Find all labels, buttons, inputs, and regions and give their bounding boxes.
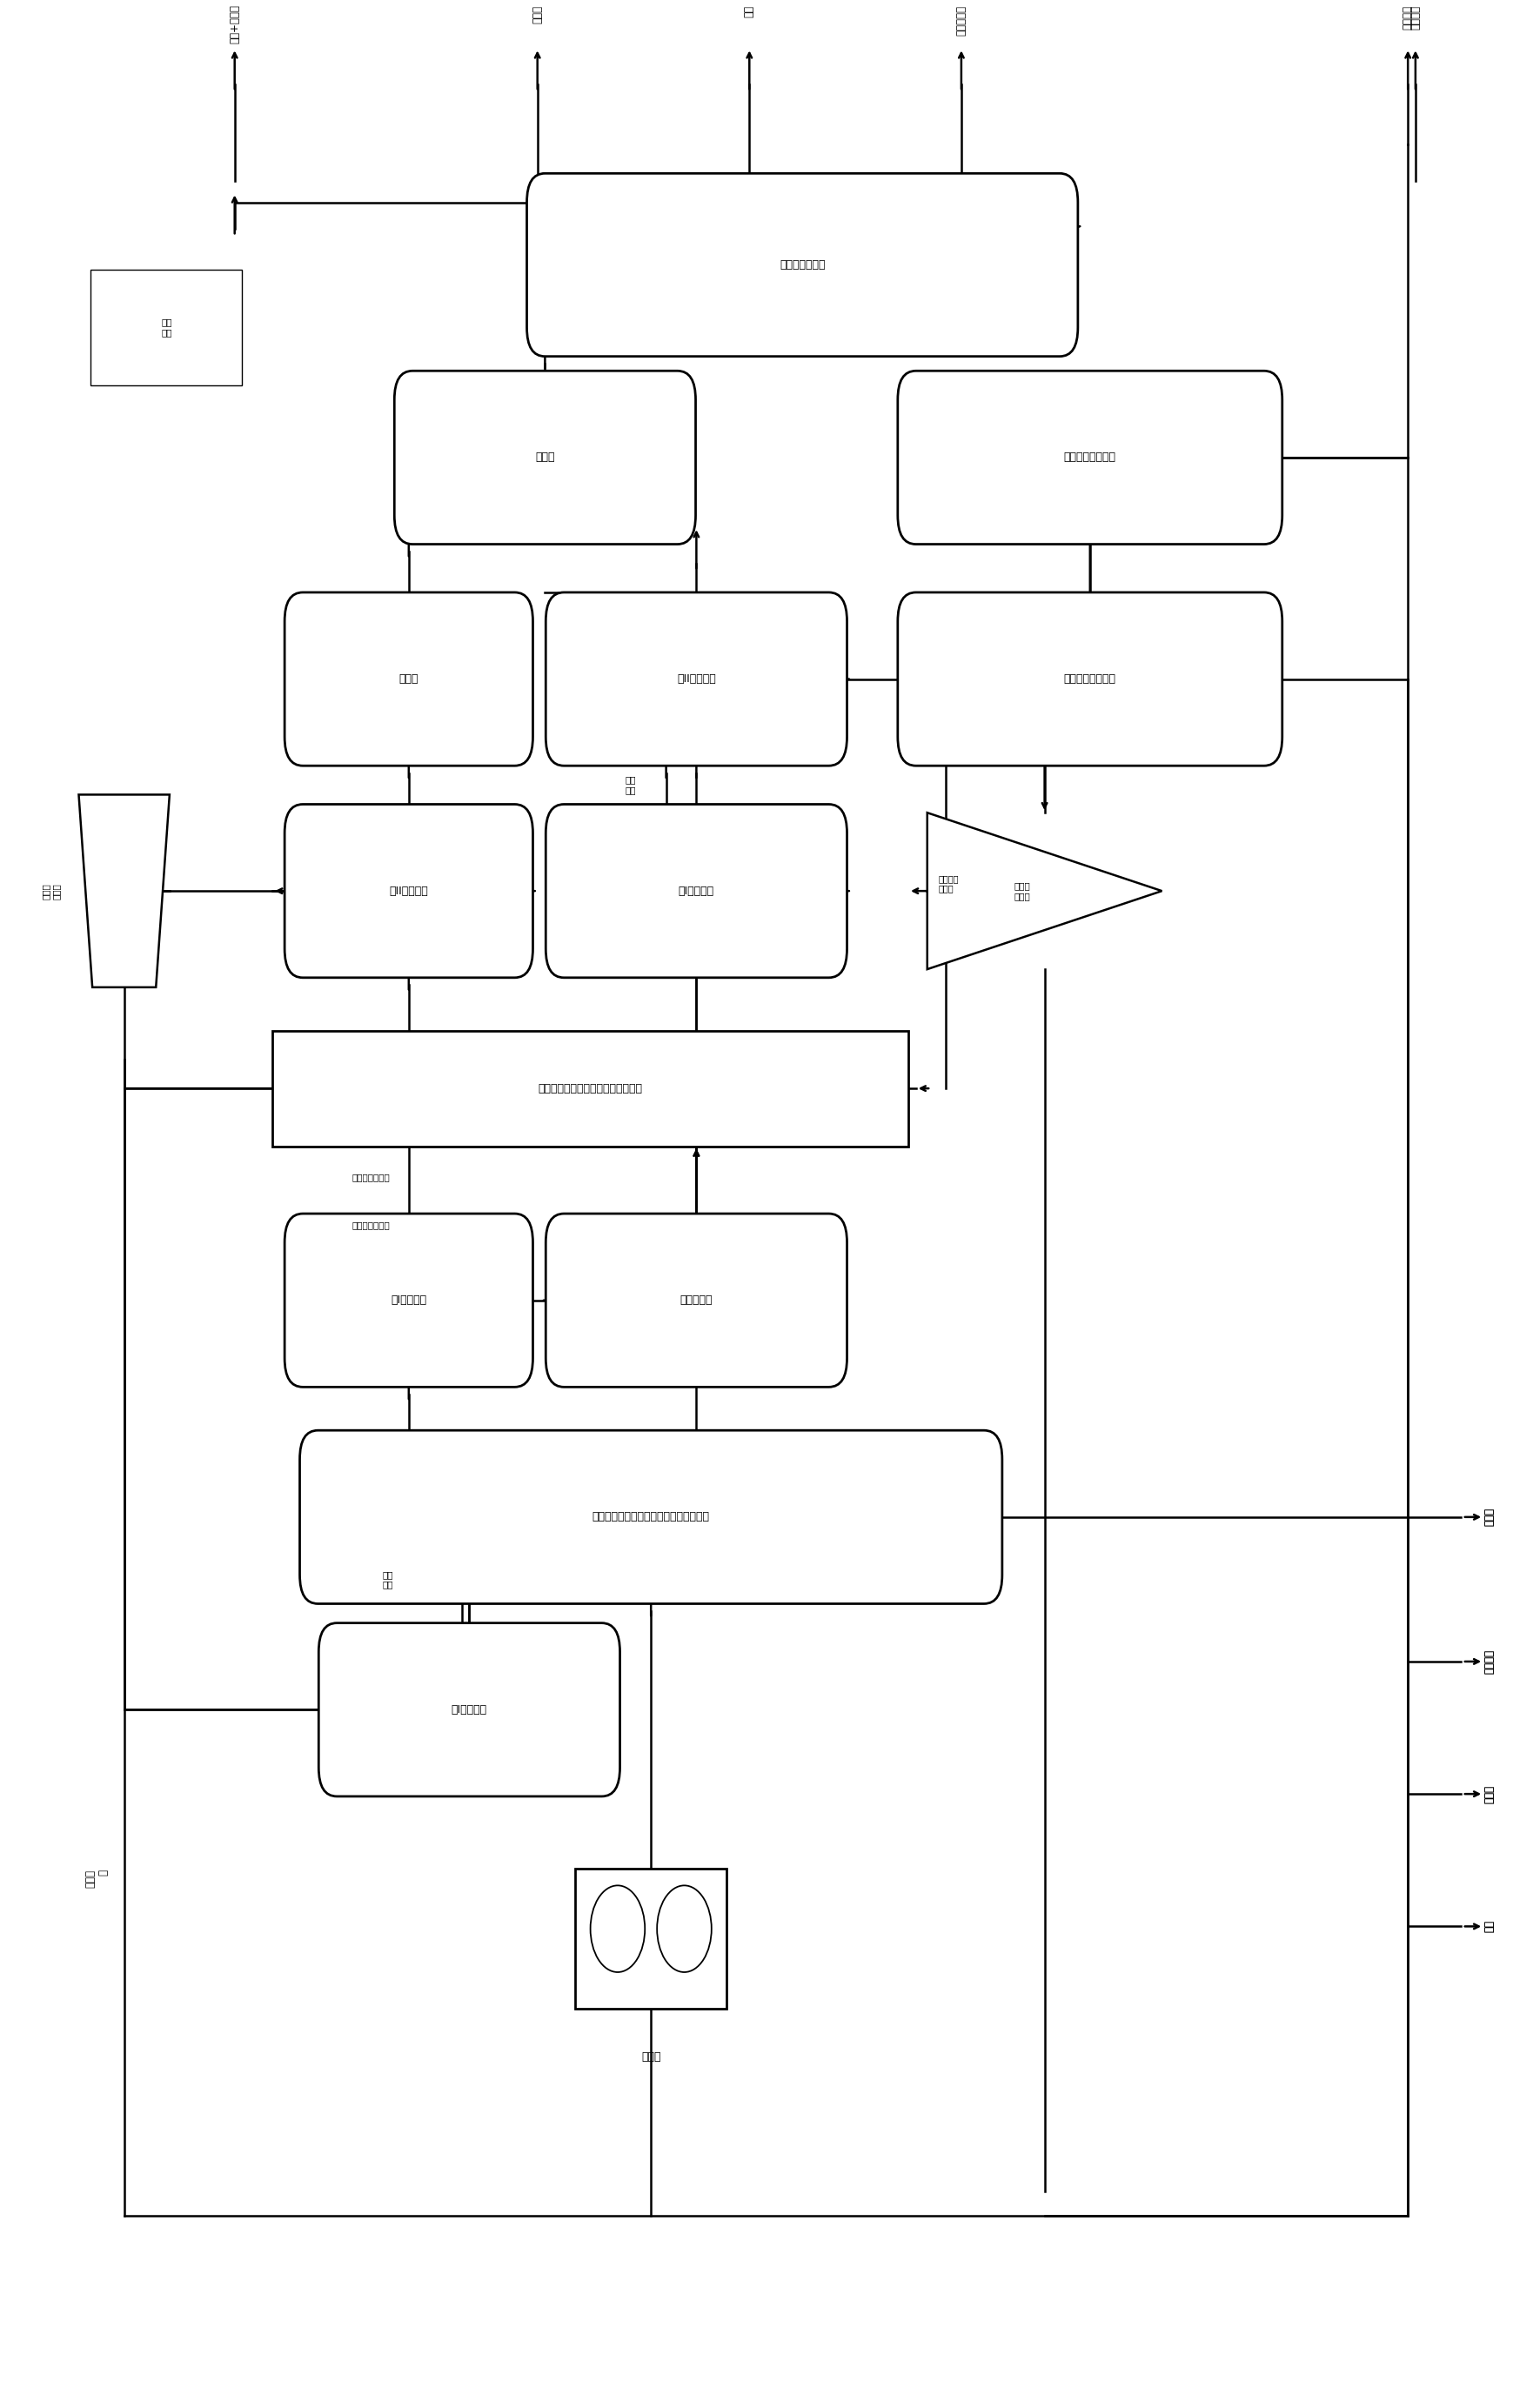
Text: 压降
补充: 压降 补充 [625, 775, 635, 795]
Text: 循环催化剂浆液: 循环催化剂浆液 [351, 1221, 390, 1230]
Text: 第I级反应器: 第I级反应器 [390, 1296, 427, 1305]
Text: 常压分馏塔: 常压分馏塔 [679, 1296, 713, 1305]
Text: 第II级反应器: 第II级反应器 [389, 886, 428, 896]
Text: 循环氢: 循环氢 [1483, 1507, 1493, 1527]
Text: 外甩尾渣: 外甩尾渣 [1401, 5, 1413, 29]
Text: 第I段换热器: 第I段换热器 [678, 886, 714, 896]
FancyBboxPatch shape [284, 1214, 533, 1387]
Text: 减压第分液: 减压第分液 [955, 5, 967, 36]
FancyBboxPatch shape [897, 371, 1282, 544]
Text: 催化剂浆液回收罐: 催化剂浆液回收罐 [1064, 453, 1115, 462]
FancyBboxPatch shape [284, 592, 533, 766]
Text: 循环催化剂浆液: 循环催化剂浆液 [351, 1173, 390, 1182]
Bar [272, 1031, 908, 1146]
FancyBboxPatch shape [300, 1430, 1002, 1604]
Text: 加热炉: 加热炉 [642, 2052, 660, 2064]
FancyBboxPatch shape [393, 371, 694, 544]
Text: 第II段换热器: 第II段换热器 [676, 674, 716, 684]
Text: 复合剂: 复合剂 [1483, 1784, 1493, 1804]
Text: 柴油: 柴油 [743, 5, 755, 17]
Text: 图例
说明: 图例 说明 [160, 318, 172, 337]
Text: 催化剂
过滤器: 催化剂 过滤器 [1014, 881, 1029, 901]
Text: 循环氢
压缩机: 循环氢 压缩机 [42, 884, 61, 898]
Text: 压降
补充: 压降 补充 [383, 1570, 393, 1589]
Text: 脱硫罐: 脱硫罐 [536, 453, 554, 462]
Text: 交换炉: 交换炉 [399, 674, 418, 684]
Text: 石脑油: 石脑油 [531, 5, 543, 24]
FancyBboxPatch shape [284, 804, 533, 978]
Text: 原料与循环氢催化剂浆液混合反应区: 原料与循环氢催化剂浆液混合反应区 [539, 1084, 642, 1093]
Text: 循环尾
渣: 循环尾 渣 [85, 1869, 109, 1888]
Polygon shape [79, 795, 169, 987]
Text: 循环氢: 循环氢 [1483, 1507, 1493, 1527]
Text: 循环催化
剂浆液: 循环催化 剂浆液 [938, 874, 959, 893]
Text: 原料与循环油催化剂浆液混合加热反应区: 原料与循环油催化剂浆液混合加热反应区 [592, 1512, 710, 1522]
Text: 新鲜原料: 新鲜原料 [1483, 1649, 1493, 1674]
Text: 第I段分离器: 第I段分离器 [451, 1705, 487, 1714]
Text: 新鲜原料: 新鲜原料 [1483, 1649, 1493, 1674]
FancyBboxPatch shape [546, 804, 847, 978]
FancyBboxPatch shape [527, 173, 1077, 356]
Bar [91, 270, 242, 385]
FancyBboxPatch shape [546, 1214, 847, 1387]
FancyBboxPatch shape [318, 1623, 620, 1796]
Text: 催化剂浆液回收罐: 催化剂浆液回收罐 [1064, 674, 1115, 684]
Text: 气体+液态烃: 气体+液态烃 [228, 5, 241, 43]
FancyBboxPatch shape [546, 592, 847, 766]
Text: 新氢: 新氢 [1483, 1919, 1493, 1934]
Text: 外甩尾渣: 外甩尾渣 [1409, 5, 1421, 29]
FancyBboxPatch shape [897, 592, 1282, 766]
Bar [575, 1869, 726, 2008]
Text: 轻烃产品分馏塔: 轻烃产品分馏塔 [779, 260, 825, 270]
Text: 复合剂: 复合剂 [1483, 1784, 1493, 1804]
Text: 新氢: 新氢 [1483, 1919, 1493, 1934]
Polygon shape [926, 814, 1162, 968]
